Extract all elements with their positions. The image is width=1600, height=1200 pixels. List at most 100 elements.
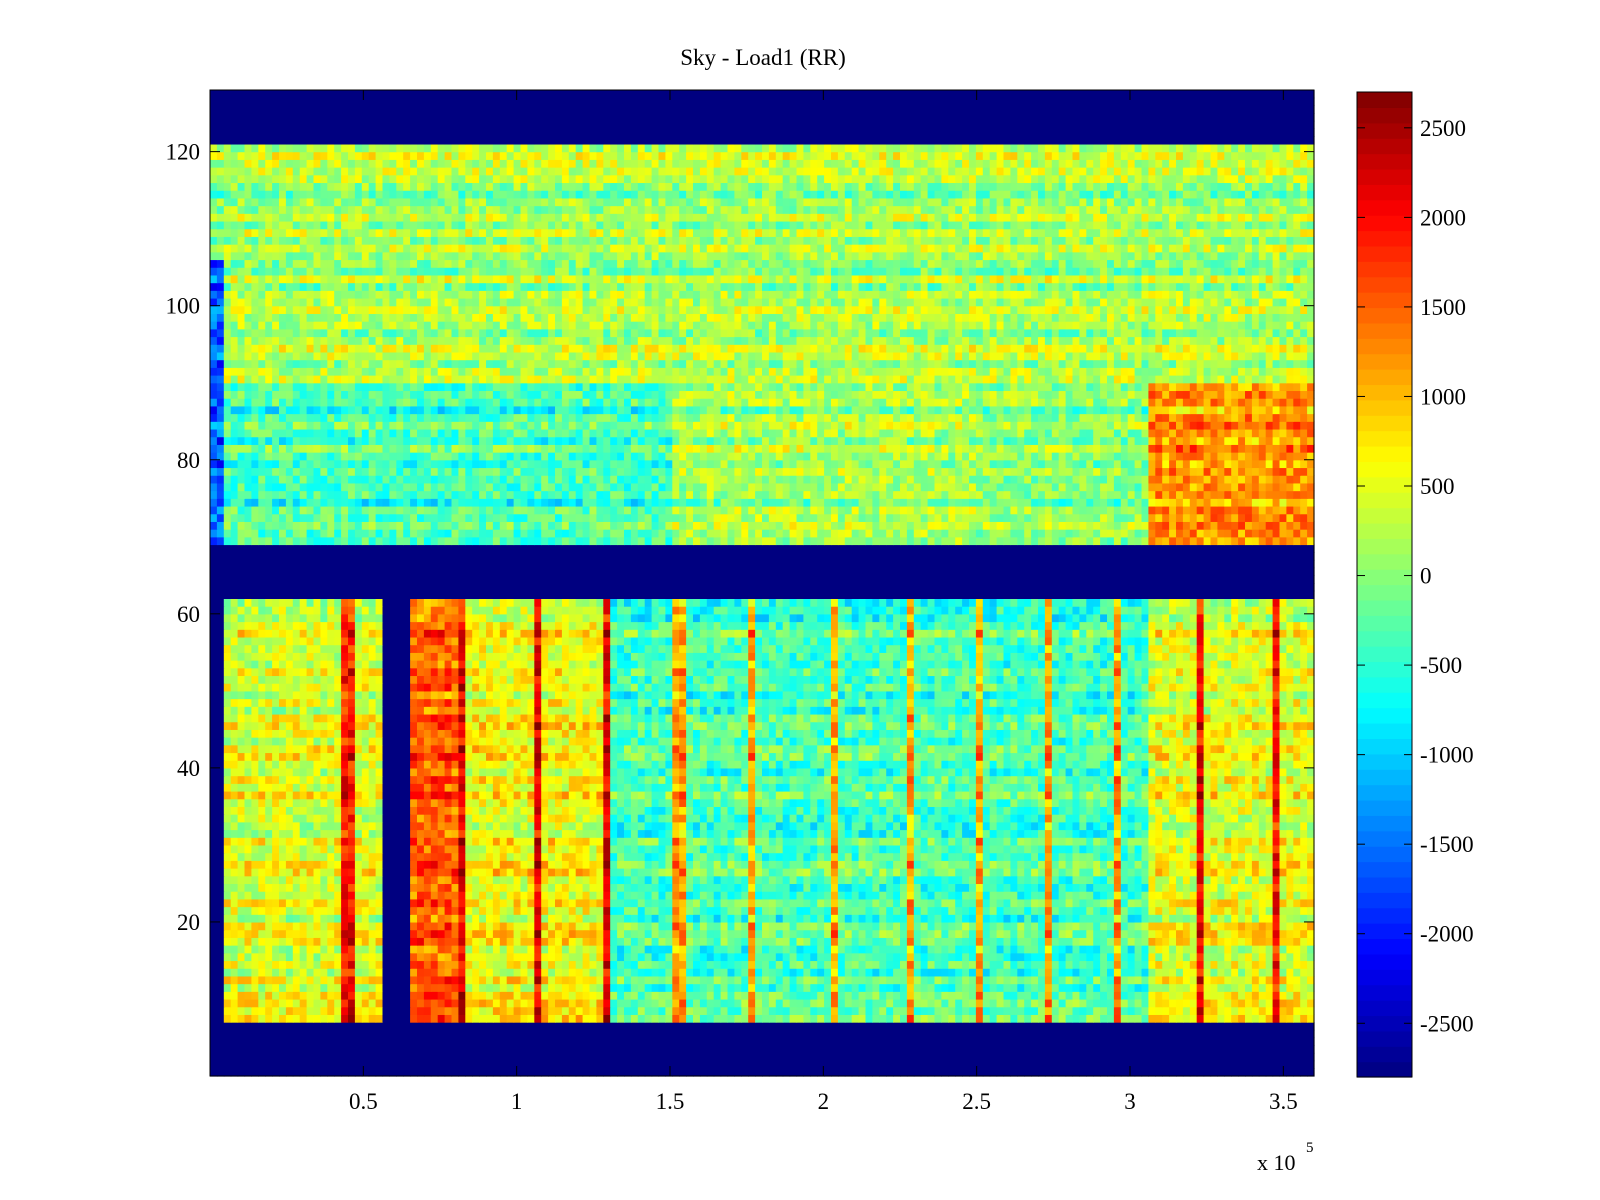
heatmap-cell — [714, 1053, 722, 1061]
heatmap-cell — [576, 1014, 584, 1022]
heatmap-cell — [741, 1045, 749, 1053]
heatmap-cell — [1024, 1045, 1032, 1053]
heatmap-cell — [472, 968, 480, 976]
heatmap-cell — [417, 1061, 425, 1069]
heatmap-cell — [1224, 999, 1232, 1007]
heatmap-cell — [755, 1030, 763, 1038]
heatmap-cell — [300, 960, 308, 968]
heatmap-cell — [879, 1045, 887, 1053]
heatmap-cell — [638, 1045, 646, 1053]
heatmap-cell — [686, 1022, 694, 1030]
heatmap-cell — [893, 991, 901, 999]
heatmap-cell — [1142, 1022, 1150, 1030]
heatmap-cell — [783, 1007, 791, 1015]
heatmap-cell — [327, 1007, 335, 1015]
heatmap-cell — [776, 1068, 784, 1076]
heatmap-cell — [341, 1030, 349, 1038]
heatmap-cell — [458, 968, 466, 976]
heatmap-cell — [1114, 984, 1122, 992]
heatmap-cell — [914, 976, 922, 984]
heatmap-cell — [962, 976, 970, 984]
heatmap-cell — [1162, 976, 1170, 984]
heatmap-cell — [383, 1014, 391, 1022]
heatmap-figure: Sky - Load1 (RR) 0.5 1 1.5 2 2.5 3 3.5 2040608… — [0, 0, 1600, 1200]
heatmap-cell — [465, 960, 473, 968]
heatmap-cell — [1114, 968, 1122, 976]
heatmap-cell — [872, 1045, 880, 1053]
heatmap-cell — [693, 1030, 701, 1038]
heatmap-cell — [748, 968, 756, 976]
heatmap-cell — [659, 1061, 667, 1069]
heatmap-cell — [672, 1014, 680, 1022]
heatmap-cell — [383, 1037, 391, 1045]
heatmap-cell — [583, 1022, 591, 1030]
heatmap-cell — [769, 960, 777, 968]
heatmap-cell — [245, 991, 253, 999]
heatmap-cell — [1245, 1014, 1253, 1022]
heatmap-cell — [445, 968, 453, 976]
heatmap-cell — [1052, 1022, 1060, 1030]
heatmap-cell — [859, 1053, 867, 1061]
heatmap-cell — [1266, 1037, 1274, 1045]
heatmap-cell — [527, 1068, 535, 1076]
heatmap-cell — [576, 976, 584, 984]
heatmap-cell — [1100, 1007, 1108, 1015]
heatmap-cell — [1280, 991, 1288, 999]
heatmap-cell — [672, 976, 680, 984]
heatmap-cell — [783, 1014, 791, 1022]
heatmap-cell — [866, 1068, 874, 1076]
heatmap-cell — [783, 1022, 791, 1030]
heatmap-cell — [1273, 999, 1281, 1007]
heatmap-cell — [1245, 1053, 1253, 1061]
heatmap-cell — [1066, 1030, 1074, 1038]
heatmap-cell — [969, 999, 977, 1007]
heatmap-cell — [1155, 976, 1163, 984]
heatmap-cell — [1010, 1045, 1018, 1053]
heatmap-cell — [617, 1030, 625, 1038]
heatmap-cell — [783, 968, 791, 976]
heatmap-cell — [452, 968, 460, 976]
heatmap-cell — [1273, 1053, 1281, 1061]
heatmap-cell — [955, 1045, 963, 1053]
heatmap-cell — [341, 1053, 349, 1061]
heatmap-cell — [790, 1014, 798, 1022]
heatmap-cell — [879, 999, 887, 1007]
heatmap-cell — [1142, 1007, 1150, 1015]
heatmap-cell — [693, 1037, 701, 1045]
heatmap-cell — [1286, 1022, 1294, 1030]
heatmap-cell — [590, 1045, 598, 1053]
heatmap-cell — [1114, 1045, 1122, 1053]
heatmap-cell — [1079, 991, 1087, 999]
heatmap-cell — [369, 1045, 377, 1053]
heatmap-cell — [1266, 1061, 1274, 1069]
heatmap-cell — [465, 1053, 473, 1061]
heatmap-cell — [507, 984, 515, 992]
heatmap-cell — [824, 1053, 832, 1061]
heatmap-cell — [714, 999, 722, 1007]
heatmap-cell — [1073, 1061, 1081, 1069]
heatmap-cell — [417, 1030, 425, 1038]
heatmap-cells — [210, 90, 1315, 1077]
heatmap-cell — [1280, 984, 1288, 992]
heatmap-cell — [424, 1037, 432, 1045]
heatmap-cell — [983, 968, 991, 976]
heatmap-cell — [445, 984, 453, 992]
heatmap-cell — [396, 999, 404, 1007]
heatmap-cell — [590, 1037, 598, 1045]
heatmap-cell — [452, 1014, 460, 1022]
heatmap-cell — [265, 1030, 273, 1038]
heatmap-cell — [376, 1053, 384, 1061]
heatmap-cell — [1293, 999, 1301, 1007]
heatmap-cell — [527, 984, 535, 992]
heatmap-cell — [314, 1053, 322, 1061]
heatmap-cell — [479, 1022, 487, 1030]
heatmap-cell — [928, 1061, 936, 1069]
heatmap-cell — [1162, 999, 1170, 1007]
heatmap-cell — [921, 968, 929, 976]
heatmap-cell — [238, 1061, 246, 1069]
heatmap-cell — [652, 1014, 660, 1022]
heatmap-cell — [431, 1053, 439, 1061]
heatmap-cell — [1197, 984, 1205, 992]
heatmap-cell — [210, 1053, 218, 1061]
heatmap-cell — [245, 968, 253, 976]
